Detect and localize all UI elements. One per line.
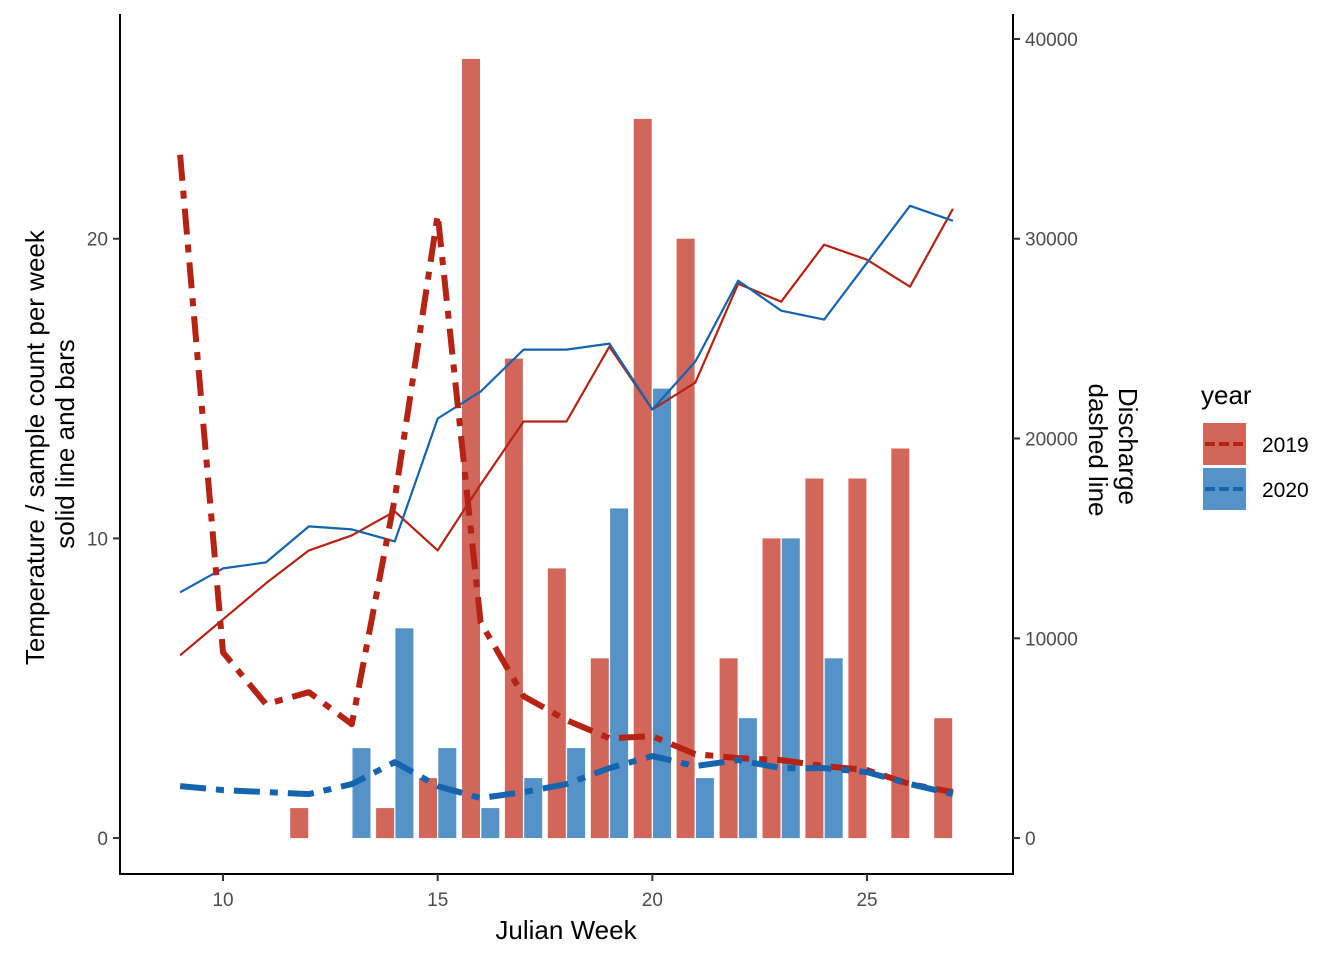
temperature-line-2019 [179,208,954,657]
bar-series-2020 [352,388,843,839]
x-tick-label: 10 [212,890,233,911]
y-axis-title-line-2: solid line and bars [50,339,80,549]
y2-axis-title: Discharge dashed line [1083,384,1143,517]
x-axis-title: Julian Week [495,915,637,945]
bar-2020-week-23 [781,538,800,839]
bar-2019-week-24 [805,478,824,839]
bar-2020-week-22 [738,718,757,839]
bar-2019-week-21 [676,238,695,838]
discharge-line-2020 [179,753,954,802]
bar-2019-week-26 [891,448,910,838]
bar-2019-week-14 [376,808,395,839]
y-tick-label: 0 [97,829,108,850]
y-axis-title-line-1: Temperature / sample count per week [20,229,50,665]
y2-tick-label: 40000 [1025,30,1078,51]
y2-axis-ticks: 0 10000 20000 30000 40000 [1013,30,1078,850]
legend-label-2019: 2019 [1262,434,1309,457]
bar-2020-week-14 [395,628,414,839]
discharge-line-2019 [177,154,954,796]
bar-2019-week-27 [934,718,953,839]
bar-series-2019 [290,58,953,839]
x-axis-ticks: 10 15 20 25 [212,874,878,911]
legend-label-2020: 2020 [1262,479,1309,502]
y2-tick-label: 10000 [1025,629,1078,650]
y2-axis-title-line-2: dashed line [1083,384,1113,517]
bar-2020-week-15 [438,748,457,838]
bar-2020-week-16 [481,808,500,839]
bar-2019-week-17 [504,358,523,838]
y2-tick-label: 0 [1025,829,1036,850]
bar-2019-week-20 [633,118,652,839]
x-tick-label: 20 [642,890,663,911]
bar-2019-week-18 [547,568,566,839]
y-tick-label: 10 [87,529,108,550]
y2-axis-title-line-1: Discharge [1113,388,1143,505]
bar-2020-week-17 [524,778,543,838]
bar-2019-week-23 [762,538,781,839]
discharge-lines [177,154,954,802]
bar-2020-week-24 [824,658,843,839]
bar-2020-week-18 [567,748,586,838]
temperature-lines [179,204,954,657]
y-axis-title: Temperature / sample count per week soli… [20,223,80,665]
bar-2019-week-22 [719,658,738,839]
bar-2019-week-15 [419,778,437,838]
y2-tick-label: 30000 [1025,230,1078,251]
bar-2019-week-12 [290,808,309,839]
legend-title: year [1201,380,1252,410]
x-tick-label: 25 [856,890,877,911]
legend: year 2019 2020 [1201,380,1309,510]
y-axis-ticks: 0 10 20 [87,230,120,850]
x-tick-label: 15 [427,890,448,911]
bar-2020-week-21 [695,778,714,838]
bar-2019-week-25 [848,478,867,839]
bar-2019-week-19 [590,658,609,839]
bar-2020-week-19 [610,508,629,838]
bar-2020-week-20 [653,388,671,839]
y-tick-label: 20 [87,230,108,251]
temperature-line-2020 [179,204,954,594]
bar-2020-week-13 [352,748,371,838]
y2-tick-label: 20000 [1025,430,1078,451]
bar-2019-week-16 [462,58,480,838]
